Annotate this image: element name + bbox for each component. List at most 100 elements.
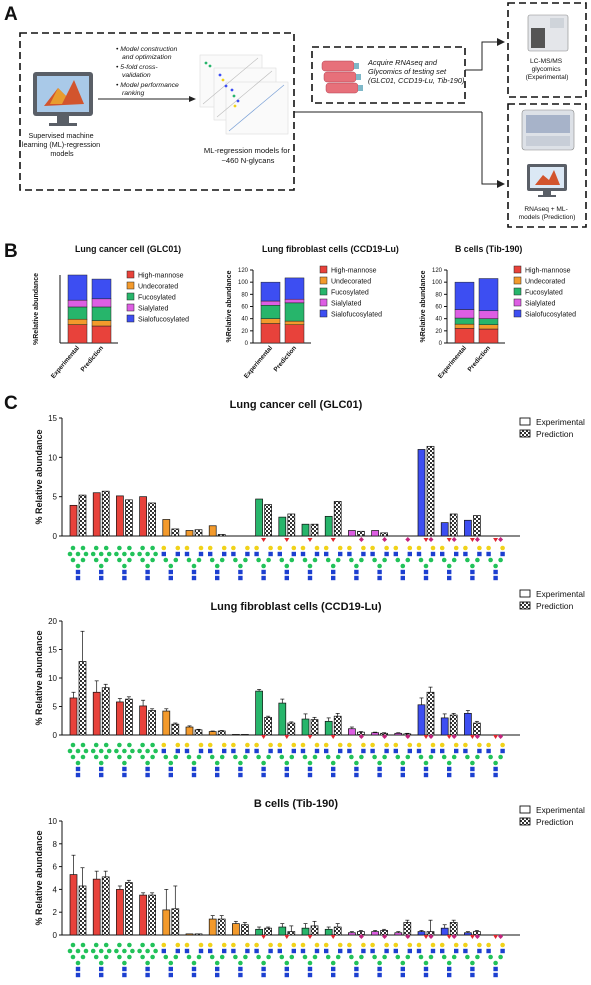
stacked-y-tick-label: 0 — [245, 341, 249, 347]
glycan-structure-icon — [114, 545, 135, 581]
glycan-residue — [207, 942, 213, 948]
glycan-glcnac — [354, 972, 359, 978]
legend-swatch — [513, 287, 522, 296]
glycan-glcnac — [493, 766, 498, 772]
y-tick-label: 0 — [53, 931, 58, 940]
glycan-glcnac — [430, 748, 436, 754]
glycan-residue — [127, 942, 132, 948]
glycan-residue — [163, 954, 169, 960]
legend-label: Fucosylated — [138, 295, 176, 302]
glycan-residue — [349, 557, 354, 563]
glycan-glcnac — [75, 766, 81, 772]
glycan-glcnac — [407, 748, 412, 754]
glycan-glcnac — [238, 569, 243, 575]
glycan-structure-icon — [137, 742, 158, 778]
stacked-y-label: %Relative abundance — [226, 270, 233, 342]
bar-prediction — [241, 924, 249, 936]
glycan-residue — [238, 760, 243, 766]
glycan-structure-icon — [323, 538, 343, 581]
glycan-residue — [418, 557, 424, 563]
glycan-residue — [337, 742, 343, 748]
glycan-residue — [67, 748, 73, 754]
bar-prediction — [380, 930, 388, 936]
bar-experimental — [417, 449, 426, 537]
glycan-residue — [150, 942, 155, 948]
glycan-structure-icon — [114, 942, 135, 978]
glycan-residue — [70, 754, 76, 760]
glycan-sialic-acid — [428, 537, 434, 542]
legend-label: Prediction — [536, 817, 574, 827]
glycan-glcnac — [463, 948, 468, 954]
y-tick-label: 0 — [53, 532, 58, 541]
y-axis-label: % Relative abundance — [34, 630, 44, 725]
glycan-glcnac — [222, 948, 227, 954]
bar-experimental — [324, 720, 333, 736]
bar-prediction — [171, 528, 180, 537]
acquire-text: Acquire RNAseq and Glycomics of testing … — [367, 58, 465, 85]
glycan-residue — [175, 742, 181, 748]
glycan-fucose — [493, 538, 499, 542]
matlab-monitor-icon — [33, 72, 93, 126]
glycan-glcnac — [300, 551, 306, 557]
stacked-bar-segment — [67, 324, 88, 344]
bar-prediction — [241, 734, 249, 736]
stacked-chart-0: Lung cancer cell (GLC01) %Relative abunda… — [33, 244, 189, 380]
glycan-residue — [372, 754, 377, 760]
stacked-bar-segment — [91, 298, 112, 308]
y-tick-label: 2 — [53, 908, 58, 917]
glycan-structure-icon — [90, 942, 112, 978]
glycan-glcnac — [400, 972, 405, 978]
glycan-glcnac — [245, 748, 250, 754]
glycan-residue — [80, 954, 86, 960]
glycan-residue — [233, 557, 238, 563]
glycan-residue — [93, 942, 99, 948]
glycan-structure-icon — [439, 734, 459, 778]
legend-label: High-mannose — [331, 268, 377, 275]
glycan-residue — [168, 760, 174, 766]
glycan-glcnac — [231, 948, 236, 954]
glycan-structure-icon — [161, 942, 181, 978]
glycan-glcnac — [423, 772, 429, 778]
glycan-structure-icon — [67, 942, 89, 978]
glycan-residue — [430, 545, 436, 551]
pipeline-box: Supervised machine learning (ML)-regress… — [19, 32, 295, 191]
legend-swatch — [319, 265, 328, 274]
glycan-residue — [284, 960, 290, 966]
glycan-residue — [347, 545, 352, 551]
glycan-residue — [486, 545, 491, 551]
glycan-glcnac — [75, 972, 81, 978]
legend-label: Sialofucosylated — [525, 312, 576, 319]
bar-experimental — [162, 710, 171, 736]
stacked-bar-segment — [454, 317, 475, 325]
glycan-glcnac — [454, 551, 459, 557]
glycan-glcnac — [440, 551, 445, 557]
glycan-glcnac — [384, 748, 389, 754]
glycan-glcnac — [145, 569, 150, 575]
glycan-glcnac — [354, 766, 359, 772]
glycan-residue — [209, 754, 215, 760]
glycan-glcnac — [377, 772, 382, 778]
glycan-structure-icon — [370, 934, 389, 978]
glycan-glcnac — [377, 766, 382, 772]
glycan-glcnac — [175, 551, 180, 557]
glycan-residue — [361, 545, 366, 551]
legend-label: Undecorated — [525, 279, 565, 286]
stacked-bar-segment — [67, 299, 88, 308]
glycan-glcnac — [75, 966, 81, 972]
panel-c-label: C — [4, 393, 18, 414]
bar-prediction — [78, 885, 87, 936]
glycan-glcnac — [238, 966, 243, 972]
stacked-bar-segment — [91, 325, 112, 344]
glycan-residue — [370, 545, 375, 551]
glycan-residue — [140, 557, 145, 563]
stacked-bar-segment — [454, 328, 475, 344]
y-tick-label: 10 — [48, 817, 57, 826]
glycan-residue — [493, 960, 498, 966]
bar-experimental — [371, 530, 379, 537]
glycan-residue — [323, 742, 329, 748]
glycan-structure-icon — [370, 734, 389, 778]
glycan-glcnac — [238, 575, 243, 581]
glycan-residue — [347, 942, 352, 948]
